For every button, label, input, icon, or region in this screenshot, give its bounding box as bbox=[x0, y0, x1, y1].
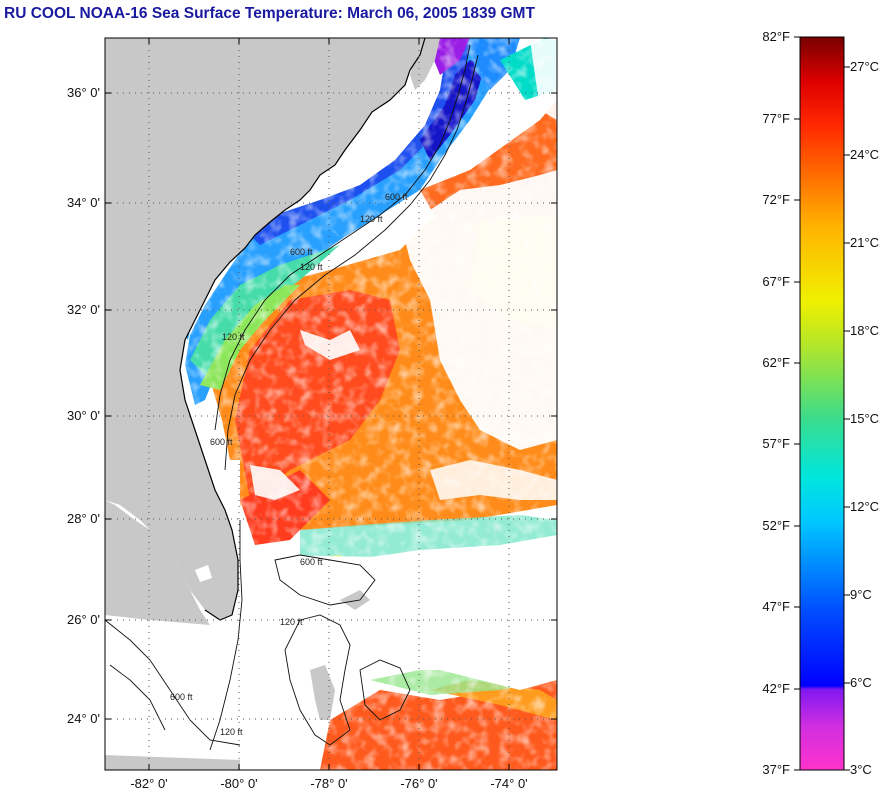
colorbar-c-label: 15°C bbox=[850, 411, 879, 426]
colorbar-c-label: 18°C bbox=[850, 323, 879, 338]
lon-tick-label: -80° 0' bbox=[220, 776, 257, 791]
lat-tick-labels: 36° 0' 34° 0' 32° 0' 30° 0' 28° 0' 26° 0… bbox=[67, 85, 100, 726]
lat-tick-label: 28° 0' bbox=[67, 511, 100, 526]
land-mass bbox=[105, 38, 440, 770]
contour-label: 120 ft bbox=[222, 332, 245, 342]
map-title: RU COOL NOAA-16 Sea Surface Temperature:… bbox=[4, 5, 535, 22]
bathymetry-contours bbox=[105, 44, 479, 751]
map-ticks bbox=[105, 38, 557, 770]
temperature-colorbar: 82°F 77°F 72°F 67°F 62°F 57°F 52°F 47°F … bbox=[762, 29, 879, 777]
map-frame bbox=[104, 37, 558, 771]
contour-label: 600 ft bbox=[170, 692, 193, 702]
contour-label: 600 ft bbox=[290, 247, 313, 257]
lat-tick-label: 26° 0' bbox=[67, 612, 100, 627]
colorbar-f-label: 62°F bbox=[762, 355, 790, 370]
colorbar-f-label: 57°F bbox=[762, 436, 790, 451]
lat-tick-label: 30° 0' bbox=[67, 408, 100, 423]
colorbar-f-label: 82°F bbox=[762, 29, 790, 44]
colorbar-f-label: 42°F bbox=[762, 681, 790, 696]
colorbar-f-label: 67°F bbox=[762, 274, 790, 289]
lon-tick-label: -76° 0' bbox=[400, 776, 437, 791]
colorbar-c-label: 9°C bbox=[850, 587, 872, 602]
contour-label: 120 ft bbox=[220, 727, 243, 737]
colorbar-f-label: 37°F bbox=[762, 762, 790, 777]
colorbar-gradient bbox=[799, 36, 845, 771]
lon-tick-label: -74° 0' bbox=[490, 776, 527, 791]
colorbar-f-label: 72°F bbox=[762, 192, 790, 207]
map-grid bbox=[105, 38, 557, 770]
contour-label: 120 ft bbox=[360, 214, 383, 224]
colorbar-c-label: 27°C bbox=[850, 59, 879, 74]
lat-tick-label: 24° 0' bbox=[67, 711, 100, 726]
contour-label-group: 120 ft 600 ft 120 ft 600 ft 120 ft 600 f… bbox=[170, 192, 408, 737]
colorbar-f-label: 77°F bbox=[762, 111, 790, 126]
colorbar-c-label: 24°C bbox=[850, 147, 879, 162]
colorbar-c-label: 6°C bbox=[850, 675, 872, 690]
coastline bbox=[179, 38, 426, 621]
lat-tick-label: 34° 0' bbox=[67, 195, 100, 210]
contour-label: 120 ft bbox=[280, 617, 303, 627]
colorbar-f-label: 52°F bbox=[762, 518, 790, 533]
contour-label: 120 ft bbox=[300, 262, 323, 272]
colorbar-c-label: 21°C bbox=[850, 235, 879, 250]
contour-label: 600 ft bbox=[385, 192, 408, 202]
lon-tick-labels: -82° 0' -80° 0' -78° 0' -76° 0' -74° 0' bbox=[130, 776, 527, 791]
lat-tick-label: 36° 0' bbox=[67, 85, 100, 100]
colorbar-f-label: 47°F bbox=[762, 599, 790, 614]
lat-tick-label: 32° 0' bbox=[67, 302, 100, 317]
lon-tick-label: -82° 0' bbox=[130, 776, 167, 791]
contour-label: 600 ft bbox=[210, 437, 233, 447]
colorbar-c-label: 12°C bbox=[850, 499, 879, 514]
contour-label: 600 ft bbox=[300, 557, 323, 567]
map-plot-area: 120 ft 600 ft 120 ft 600 ft 120 ft 600 f… bbox=[105, 38, 557, 770]
lon-tick-label: -78° 0' bbox=[310, 776, 347, 791]
colorbar-c-label: 3°C bbox=[850, 762, 872, 777]
